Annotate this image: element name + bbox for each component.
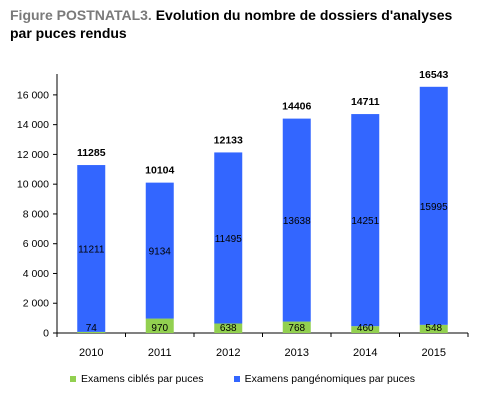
legend-swatch-targeted xyxy=(70,376,76,382)
data-label-total: 10104 xyxy=(145,165,174,177)
legend-label-pangenomic: Examens pangénomiques par puces xyxy=(244,373,416,385)
data-label-total: 14711 xyxy=(351,96,380,108)
figure-label: Figure POSTNATAL3. xyxy=(10,7,152,23)
x-tick-label: 2015 xyxy=(422,347,446,359)
bar-targeted xyxy=(145,318,174,333)
bar-pangenomic xyxy=(145,182,174,319)
x-tick-label: 2010 xyxy=(79,347,103,359)
y-tick-label: 16 000 xyxy=(17,89,49,101)
legend: Examens ciblés par puces Examens pangéno… xyxy=(70,373,415,385)
legend-item-pangenomic: Examens pangénomiques par puces xyxy=(233,373,416,385)
data-label-targeted: 74 xyxy=(86,323,98,334)
y-tick-label: 12 000 xyxy=(17,149,49,161)
data-label-pangenomic: 13638 xyxy=(283,216,311,227)
data-label-targeted: 638 xyxy=(220,323,237,334)
bar-pangenomic xyxy=(351,114,380,327)
data-label-total: 16543 xyxy=(419,69,448,81)
data-label-pangenomic: 14251 xyxy=(351,216,379,227)
y-tick-label: 0 xyxy=(43,328,49,340)
data-label-targeted: 768 xyxy=(288,323,305,334)
x-tick-label: 2012 xyxy=(216,347,240,359)
data-label-targeted: 460 xyxy=(357,323,374,334)
chart-title: Figure POSTNATAL3. Evolution du nombre d… xyxy=(10,6,470,42)
y-tick-label: 4 000 xyxy=(23,268,49,280)
bar-pangenomic xyxy=(282,118,311,322)
y-tick-label: 8 000 xyxy=(23,208,49,220)
bar-targeted xyxy=(282,321,311,333)
data-label-targeted: 970 xyxy=(151,323,168,334)
y-tick-label: 14 000 xyxy=(17,119,49,131)
data-label-pangenomic: 11495 xyxy=(215,234,243,245)
data-label-total: 14406 xyxy=(282,101,311,113)
bar-pangenomic xyxy=(77,165,106,332)
figure-title: Evolution du nombre de dossiers d'analys… xyxy=(10,7,453,41)
legend-label-targeted: Examens ciblés par puces xyxy=(81,373,204,385)
x-tick-label: 2011 xyxy=(148,347,172,359)
y-tick-label: 10 000 xyxy=(17,179,49,191)
bar-pangenomic xyxy=(419,86,448,325)
data-label-pangenomic: 15995 xyxy=(420,202,448,213)
bar-targeted xyxy=(77,331,106,333)
legend-swatch-pangenomic xyxy=(233,376,240,382)
data-label-pangenomic: 11211 xyxy=(78,244,105,255)
data-label-total: 12133 xyxy=(214,134,243,146)
bar-pangenomic xyxy=(214,152,243,324)
data-label-pangenomic: 9134 xyxy=(149,247,172,258)
data-label-targeted: 548 xyxy=(425,323,442,334)
y-tick-label: 2 000 xyxy=(23,298,49,310)
x-tick-label: 2013 xyxy=(285,347,309,359)
y-tick-label: 6 000 xyxy=(23,238,49,250)
data-label-total: 11285 xyxy=(77,147,106,159)
bar-targeted xyxy=(419,324,448,333)
x-tick-label: 2014 xyxy=(353,347,377,359)
bar-targeted xyxy=(351,326,380,333)
legend-item-targeted: Examens ciblés par puces xyxy=(70,373,204,385)
bar-targeted xyxy=(214,323,243,333)
